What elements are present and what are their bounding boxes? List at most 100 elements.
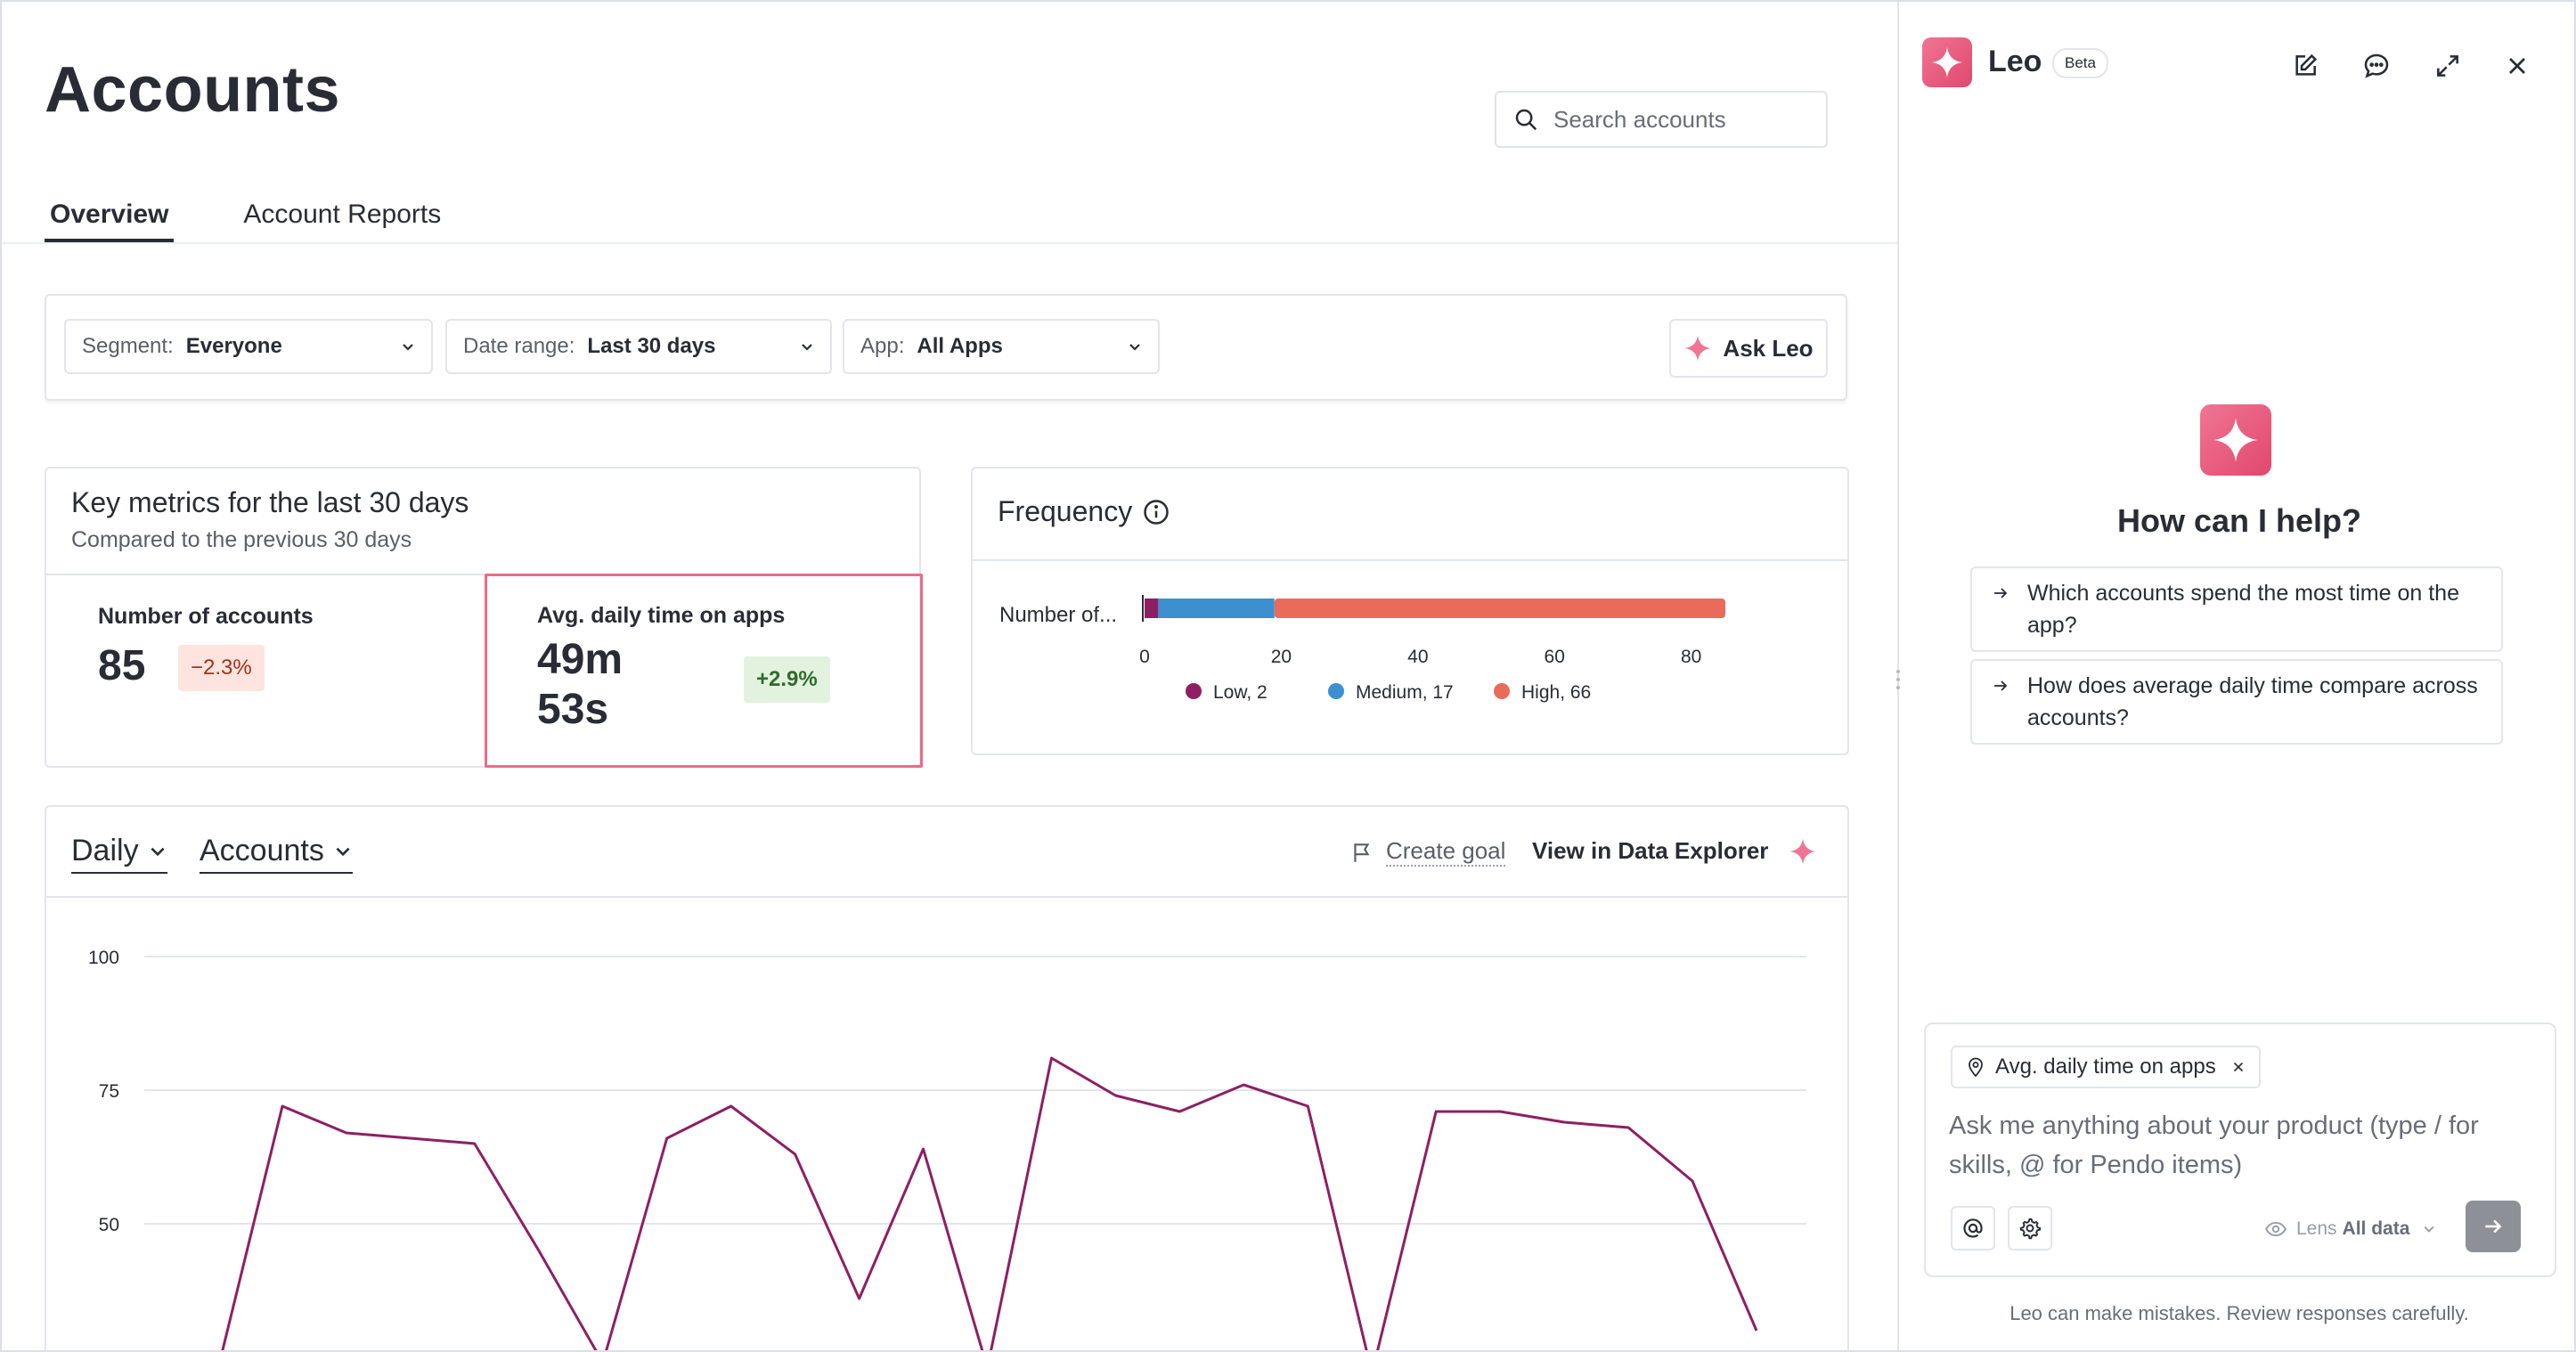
- arrow-right-icon: [1994, 588, 2008, 599]
- info-icon[interactable]: [1143, 499, 1170, 525]
- frequency-title-text: Frequency: [998, 495, 1133, 527]
- tabs-divider: [2, 242, 1897, 244]
- sparkle-icon: [1684, 335, 1712, 362]
- metric-number-of-accounts[interactable]: Number of accounts 85 −2.3%: [46, 575, 483, 768]
- date-range-dropdown[interactable]: Date range: Last 30 days: [445, 319, 832, 374]
- suggestion-item[interactable]: How does average daily time compare acro…: [1970, 659, 2503, 745]
- expand-icon[interactable]: [2433, 52, 2462, 80]
- legend-swatch: [1494, 683, 1510, 699]
- sparkle-icon: [1931, 46, 1963, 78]
- chevron-down-icon: [336, 847, 350, 856]
- leo-panel: Leo Beta How can I help? Which accounts …: [1894, 2, 2574, 1350]
- search-accounts-box[interactable]: [1495, 91, 1828, 148]
- divider: [46, 574, 919, 575]
- interval-dropdown[interactable]: Daily: [71, 834, 167, 874]
- tab-overview[interactable]: Overview: [45, 196, 175, 242]
- series-line: [221, 1056, 1758, 1350]
- leo-name: Leo: [1988, 45, 2042, 78]
- chat-composer: Avg. daily time on apps Lens All data: [1924, 1022, 2556, 1277]
- resize-handle[interactable]: [1894, 666, 1903, 693]
- bar-segment-medium: [1158, 599, 1275, 618]
- create-goal-label: Create goal: [1386, 837, 1506, 867]
- sparkle-icon[interactable]: [1789, 837, 1817, 866]
- date-range-value: Last 30 days: [587, 334, 716, 358]
- leo-hero-logo: [2200, 404, 2271, 476]
- frequency-chart: Number of... 0 20 40 60 80 Low, 2 Medium, 17 Hig…: [999, 595, 1725, 703]
- metric-dropdown[interactable]: Accounts: [200, 834, 353, 874]
- edit-icon[interactable]: [2291, 52, 2319, 80]
- trend-card: Daily Accounts Create goal View in Data …: [45, 805, 1849, 1350]
- send-button[interactable]: [2466, 1201, 2521, 1252]
- metric-value: 85: [98, 642, 146, 689]
- key-metrics-card: Key metrics for the last 30 days Compare…: [45, 467, 923, 768]
- y-tick-label: 100: [88, 948, 119, 968]
- location-pin-icon: [1969, 1057, 1983, 1078]
- x-tick-label: 0: [1139, 647, 1150, 667]
- trend-chart: 100 75 50: [88, 948, 1806, 1350]
- chat-history-icon[interactable]: [2362, 52, 2391, 80]
- interval-value: Daily: [71, 834, 139, 867]
- gear-icon: [2019, 1218, 2042, 1240]
- disclaimer-text: Leo can make mistakes. Review responses …: [2009, 1302, 2469, 1324]
- metric-label: Avg. daily time on apps: [537, 603, 786, 628]
- chevron-down-icon: [403, 344, 413, 351]
- context-chip[interactable]: Avg. daily time on apps: [1951, 1046, 2261, 1088]
- view-in-data-explorer-link[interactable]: View in Data Explorer: [1532, 837, 1769, 864]
- page-title: Accounts: [45, 54, 341, 126]
- metric-dropdown-value: Accounts: [200, 834, 324, 867]
- ask-leo-button[interactable]: Ask Leo: [1669, 319, 1828, 378]
- app-label: App:: [860, 334, 905, 358]
- create-goal-button[interactable]: Create goal: [1350, 837, 1506, 867]
- beta-badge: Beta: [2052, 48, 2108, 78]
- ask-leo-label: Ask Leo: [1723, 334, 1814, 362]
- flag-icon: [1354, 843, 1370, 862]
- divider: [973, 559, 1847, 561]
- main-panel: Accounts Overview Account Reports Segmen…: [2, 2, 1897, 1350]
- mention-button[interactable]: [1951, 1206, 1995, 1250]
- search-input[interactable]: [1553, 105, 1812, 134]
- eye-icon: [2265, 1221, 2287, 1237]
- context-chip-label: Avg. daily time on apps: [1995, 1055, 2216, 1079]
- legend-label: Medium, 17: [1356, 682, 1454, 703]
- legend-swatch: [1328, 683, 1344, 699]
- segment-dropdown[interactable]: Segment: Everyone: [64, 319, 433, 374]
- legend-label: Low, 2: [1213, 682, 1268, 703]
- bar-segment-high: [1274, 599, 1725, 618]
- divider: [46, 896, 1847, 898]
- suggestion-item[interactable]: Which accounts spend the most time on th…: [1970, 566, 2503, 652]
- key-metrics-title: Key metrics for the last 30 days: [71, 486, 469, 518]
- app-dropdown[interactable]: App: All Apps: [843, 319, 1160, 374]
- metric-avg-daily-time[interactable]: Avg. daily time on apps 49m 53s +2.9%: [485, 574, 923, 768]
- help-title: How can I help?: [2116, 502, 2362, 539]
- legend-label: High, 66: [1521, 682, 1591, 703]
- lens-value: All data: [2342, 1218, 2410, 1239]
- chevron-down-icon: [2424, 1226, 2434, 1233]
- metric-label: Number of accounts: [98, 604, 314, 629]
- tab-account-reports[interactable]: Account Reports: [243, 200, 442, 229]
- segment-value: Everyone: [185, 334, 282, 358]
- at-sign-icon: [1963, 1218, 1983, 1238]
- y-tick-label: 75: [99, 1081, 119, 1102]
- tab-bar: Overview Account Reports: [45, 196, 510, 244]
- frequency-card: Frequency Number of... 0 20 40 60 80 Low, 2 Med…: [971, 467, 1849, 755]
- suggestion-text: How does average daily time compare acro…: [2027, 673, 2478, 730]
- y-tick-label: 50: [99, 1215, 119, 1235]
- close-icon[interactable]: [2503, 52, 2531, 80]
- settings-button[interactable]: [2008, 1206, 2052, 1250]
- lens-selector[interactable]: Lens All data: [2252, 1209, 2449, 1249]
- chat-input[interactable]: [1949, 1106, 2528, 1192]
- chevron-down-icon: [151, 847, 165, 856]
- category-label: Number of...: [999, 603, 1117, 627]
- x-tick-label: 80: [1681, 647, 1701, 667]
- lens-label: Lens: [2296, 1218, 2337, 1239]
- filter-bar: Segment: Everyone Date range: Last 30 da…: [45, 294, 1847, 401]
- key-metrics-subtitle: Compared to the previous 30 days: [71, 527, 412, 552]
- x-tick-label: 60: [1545, 647, 1565, 667]
- arrow-right-icon: [2485, 1219, 2502, 1234]
- sparkle-icon: [2213, 418, 2258, 462]
- segment-label: Segment:: [82, 334, 174, 358]
- legend-swatch: [1186, 683, 1202, 699]
- chevron-down-icon: [1129, 344, 1140, 351]
- remove-chip-icon[interactable]: [2230, 1059, 2246, 1075]
